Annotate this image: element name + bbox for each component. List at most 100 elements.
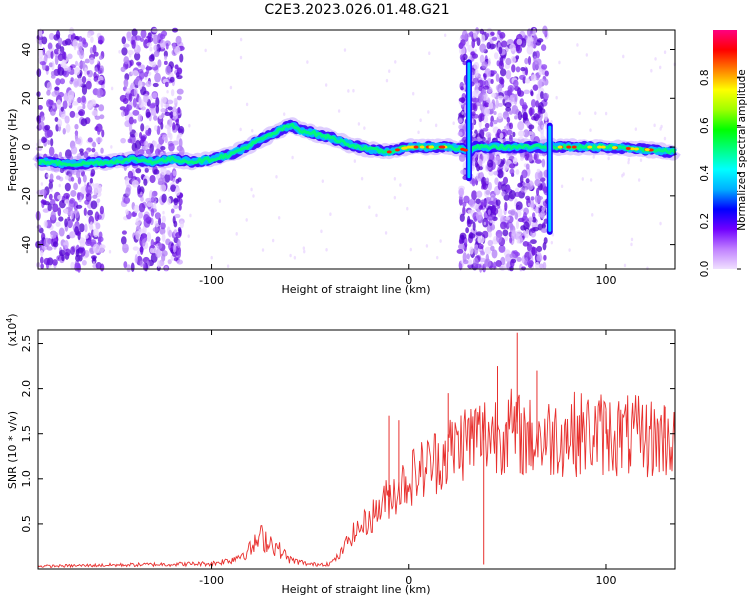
noise-speckle [473,30,478,39]
noise-speckle [84,234,89,239]
noise-speckle [536,245,543,253]
noise-speckle [291,155,294,160]
noise-speckle [170,208,175,214]
noise-speckle [54,55,59,66]
noise-speckle [50,230,57,239]
noise-speckle [535,114,541,119]
noise-speckle [52,105,55,109]
noise-speckle [140,196,144,202]
noise-speckle [623,263,627,268]
noise-speckle [43,220,48,228]
noise-speckle [492,261,497,269]
noise-speckle [589,178,593,182]
noise-speckle [90,172,95,177]
noise-speckle [524,78,531,84]
noise-speckle [46,89,51,96]
noise-speckle [177,106,181,114]
noise-speckle [62,128,66,135]
noise-speckle [62,100,68,110]
noise-speckle [92,256,96,262]
noise-speckle [508,189,516,200]
noise-speckle [133,204,140,214]
noise-speckle [499,132,504,139]
noise-speckle [517,121,525,131]
noise-speckle [504,201,508,212]
noise-speckle [560,184,564,189]
noise-speckle [123,261,128,269]
noise-speckle [504,102,512,109]
noise-speckle [154,72,161,83]
noise-speckle [121,47,128,56]
noise-speckle [42,208,50,213]
noise-speckle [145,111,151,118]
noise-speckle [488,200,495,206]
noise-speckle [176,259,183,265]
noise-speckle [92,228,99,238]
noise-speckle [522,211,527,221]
noise-speckle [459,213,465,222]
noise-speckle [558,60,561,65]
noise-speckle [85,184,93,194]
noise-speckle [140,29,147,39]
noise-speckle [95,183,100,188]
noise-speckle [521,169,528,179]
noise-speckle [86,32,92,39]
noise-speckle [483,188,491,198]
noise-speckle [38,28,43,38]
noise-speckle [70,190,77,197]
noise-speckle [98,104,105,112]
noise-speckle [137,113,143,122]
noise-speckle [140,64,146,71]
noise-speckle [65,123,71,133]
noise-speckle [139,37,144,42]
noise-speckle [427,110,430,114]
noise-speckle [526,260,534,266]
noise-speckle [509,168,515,175]
noise-speckle [458,243,466,250]
noise-speckle [159,184,167,192]
noise-speckle [134,254,138,264]
noise-speckle [98,185,102,193]
noise-speckle [481,88,487,96]
noise-speckle [80,118,88,127]
noise-speckle [515,66,521,73]
noise-speckle [169,111,174,119]
noise-speckle [542,261,547,270]
noise-speckle [477,236,485,244]
noise-speckle [519,74,526,80]
noise-speckle [484,258,492,268]
noise-speckle [155,43,161,53]
noise-speckle [148,54,155,62]
noise-speckle [499,68,507,77]
noise-speckle [505,70,512,80]
ridge-hotspot [566,145,572,149]
noise-speckle [158,217,162,226]
noise-speckle [271,238,275,243]
ridge-hotspot [625,146,631,150]
noise-speckle [458,239,462,245]
noise-speckle [474,68,479,77]
noise-speckle [357,122,361,126]
noise-speckle [77,176,82,185]
noise-speckle [87,137,93,143]
noise-speckle [76,169,81,179]
noise-speckle [536,187,540,196]
noise-speckle [495,73,500,82]
ridge-hotspot [462,148,468,152]
noise-speckle [43,257,51,266]
noise-speckle [630,242,633,247]
noise-speckle [483,106,490,117]
noise-speckle [120,236,127,245]
noise-speckle [130,262,135,273]
ridge-hotspot [419,145,425,149]
noise-speckle [41,36,48,45]
noise-speckle [594,111,597,115]
noise-speckle [497,169,504,179]
noise-speckle [529,107,533,117]
noise-speckle [70,261,75,270]
noise-speckle [173,256,179,262]
noise-speckle [482,127,489,132]
noise-speckle [50,188,53,192]
noise-speckle [153,44,158,51]
noise-speckle [59,78,66,85]
